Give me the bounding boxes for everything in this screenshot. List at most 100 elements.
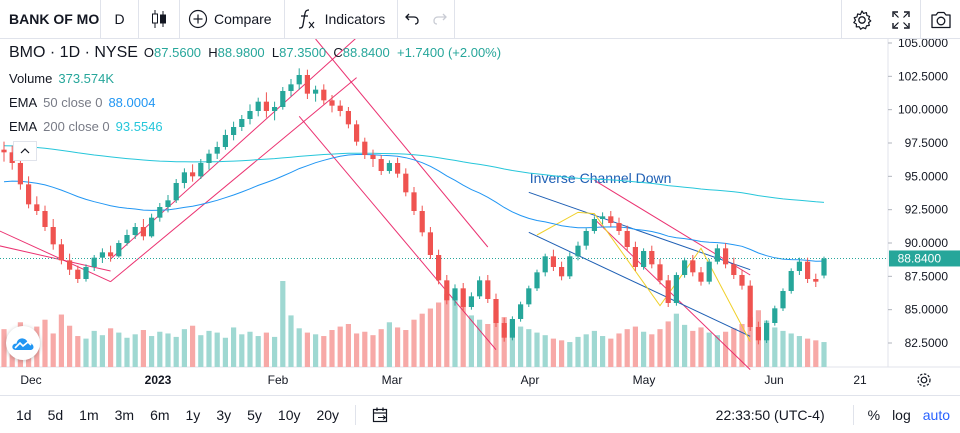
volume-bar xyxy=(468,315,474,367)
candle-body xyxy=(755,327,761,341)
range-button-1m[interactable]: 1m xyxy=(79,406,99,423)
range-button-5d[interactable]: 5d xyxy=(47,406,64,423)
legend-ema200-row[interactable]: EMA 200 close 0 93.5546 xyxy=(9,114,501,138)
candle-body xyxy=(690,260,696,273)
volume-bar xyxy=(42,319,48,367)
candle-body xyxy=(157,207,163,218)
candle-body xyxy=(526,288,532,305)
log-toggle[interactable]: log xyxy=(892,407,911,423)
volume-bar xyxy=(411,319,417,367)
chart-type-button[interactable] xyxy=(139,0,179,39)
volume-bar xyxy=(764,320,770,367)
bottom-divider xyxy=(852,405,854,425)
range-button-3m[interactable]: 3m xyxy=(114,406,135,423)
candle-body xyxy=(329,100,335,106)
high-label: H xyxy=(208,45,218,60)
toolbar-divider xyxy=(920,0,921,39)
range-button-1y[interactable]: 1y xyxy=(185,406,201,423)
volume-bar xyxy=(99,335,105,367)
candle-body xyxy=(436,255,442,281)
time-axis[interactable]: Dec 2023 Feb Mar Apr May Jun 21 xyxy=(20,373,931,387)
redo-button[interactable] xyxy=(426,0,454,39)
volume-bar xyxy=(805,338,811,367)
legend-ema50-row[interactable]: EMA 50 close 0 88.0004 xyxy=(9,90,501,114)
volume-bar xyxy=(632,326,638,367)
snapshot-button[interactable] xyxy=(921,0,960,39)
volume-bar xyxy=(501,317,507,367)
price-tick-label: 90.0000 xyxy=(905,236,949,250)
range-button-1d[interactable]: 1d xyxy=(16,406,32,423)
top-toolbar: BANK OF MONTREAL D Compare Indicators xyxy=(0,0,960,39)
camera-icon xyxy=(930,11,951,28)
axis-settings-gear-icon[interactable] xyxy=(917,373,931,387)
price-tick-label: 97.5000 xyxy=(905,136,949,150)
candle-body xyxy=(165,200,171,207)
volume-bar xyxy=(444,293,450,367)
candle-body xyxy=(255,101,261,111)
auto-scale-toggle[interactable]: auto xyxy=(922,407,950,423)
range-button-3y[interactable]: 3y xyxy=(216,406,232,423)
interval-button[interactable]: D xyxy=(114,11,125,27)
ema200-label: EMA xyxy=(9,118,38,134)
toolbar-divider xyxy=(100,0,101,39)
candle-body xyxy=(26,184,32,205)
candle-body xyxy=(149,217,155,237)
candle-body xyxy=(764,323,770,341)
volume-bar xyxy=(288,315,294,367)
range-button-20y[interactable]: 20y xyxy=(316,406,340,423)
volume-bar xyxy=(526,329,532,367)
volume-bar xyxy=(108,328,114,367)
compare-button[interactable]: Compare xyxy=(180,0,284,39)
volume-bar xyxy=(747,317,753,367)
volume-bar xyxy=(436,302,442,367)
close-value: 88.8400 xyxy=(342,45,390,60)
gear-icon xyxy=(852,9,871,30)
volume-bar xyxy=(723,331,729,367)
ema50-value: 88.0004 xyxy=(108,94,156,110)
indicators-button[interactable]: Indicators xyxy=(285,0,398,39)
range-button-5y[interactable]: 5y xyxy=(247,406,262,423)
candle-body xyxy=(444,280,450,301)
candle-body xyxy=(550,256,556,267)
candle-body xyxy=(321,89,327,101)
legend-volume-row[interactable]: Volume 373.574K xyxy=(9,66,501,90)
candle-body xyxy=(600,216,606,219)
undo-button[interactable] xyxy=(398,0,426,39)
volume-bar xyxy=(386,322,392,367)
volume-bar xyxy=(140,330,146,367)
volume-bar xyxy=(542,335,548,367)
time-axis-label: 2023 xyxy=(145,373,172,387)
candle-body xyxy=(632,247,638,267)
volume-bar xyxy=(649,334,655,367)
low-value: 87.3500 xyxy=(279,45,327,60)
volume-bar xyxy=(58,314,64,367)
legend-main-row: BMO · 1D · NYSE O87.5600 H88.9800 L87.35… xyxy=(9,44,501,66)
volume-bar xyxy=(239,334,245,367)
goto-date-button[interactable] xyxy=(364,396,398,433)
toolbar-right xyxy=(841,0,960,39)
candle-body xyxy=(370,155,376,159)
legend-symbol-title[interactable]: BMO · 1D · NYSE xyxy=(9,44,138,61)
candle-body xyxy=(75,269,81,279)
symbol-search-button[interactable]: BANK OF MONTREAL xyxy=(9,11,100,27)
candle-body xyxy=(124,235,130,243)
percent-toggle[interactable]: % xyxy=(867,407,881,423)
range-button-10y[interactable]: 10y xyxy=(277,406,301,423)
volume-bar xyxy=(222,337,228,367)
range-button-6m[interactable]: 6m xyxy=(150,406,170,423)
volume-bar xyxy=(345,324,351,367)
tradingview-logo[interactable] xyxy=(6,326,40,360)
settings-button[interactable] xyxy=(842,0,881,39)
fullscreen-button[interactable] xyxy=(881,0,920,39)
volume-bar xyxy=(493,310,499,367)
volume-bar xyxy=(673,313,679,367)
last-price-label: 88.8400 xyxy=(898,251,942,265)
price-axis[interactable]: 105.0000 102.5000 100.0000 97.5000 95.0000 92… xyxy=(888,39,960,350)
volume-bar xyxy=(362,331,368,367)
legend-collapse-button[interactable] xyxy=(13,141,37,161)
volume-bar xyxy=(682,324,688,367)
price-tick-label: 85.0000 xyxy=(905,303,949,317)
candle-body xyxy=(304,75,310,94)
volume-bar xyxy=(354,333,360,367)
timezone-clock[interactable]: 22:33:50 (UTC-4) xyxy=(715,407,825,423)
